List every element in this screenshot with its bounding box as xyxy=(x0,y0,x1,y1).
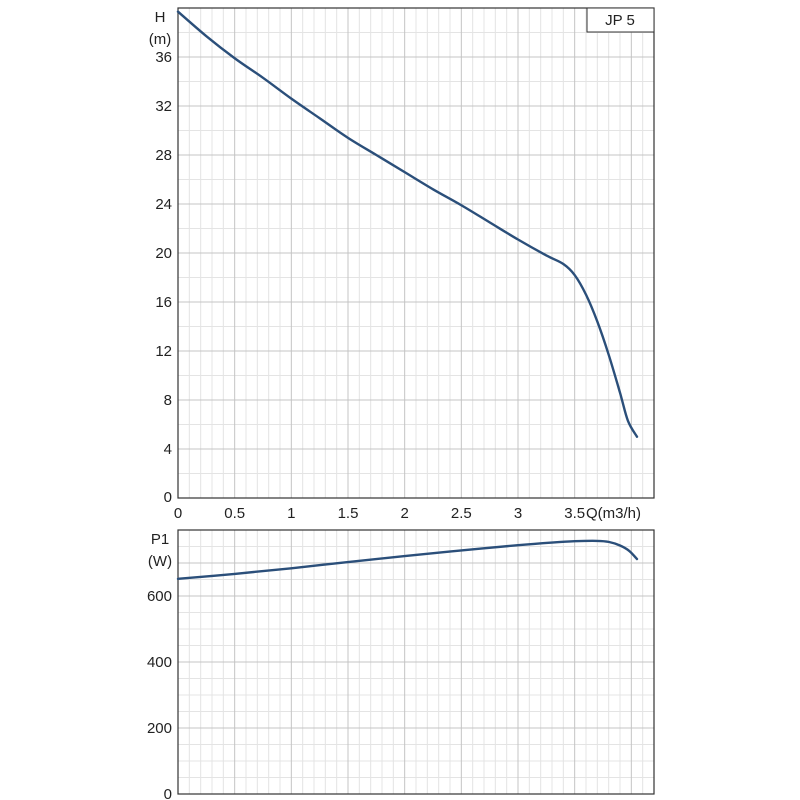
legend-box xyxy=(586,7,655,33)
y-tick-label: 16 xyxy=(155,294,172,311)
x-tick-label: 1 xyxy=(287,505,295,522)
y-tick-label: 200 xyxy=(147,720,172,737)
y-axis-unit: (m) xyxy=(149,31,172,48)
x-axis-label: Q(m3/h) xyxy=(586,505,641,522)
y-axis-unit: (W) xyxy=(148,553,172,570)
x-tick-label: 2.5 xyxy=(451,505,472,522)
y-tick-label: 8 xyxy=(164,392,172,409)
x-tick-label: 3.5 xyxy=(564,505,585,522)
power-curve-line xyxy=(176,539,639,581)
major-grid xyxy=(178,8,654,498)
y-axis-label: P1 xyxy=(151,531,169,548)
y-tick-label: 12 xyxy=(155,343,172,360)
y-tick-label: 36 xyxy=(155,49,172,66)
x-tick-label: 2 xyxy=(400,505,408,522)
y-tick-label: 0 xyxy=(164,489,172,506)
x-tick-label: 0 xyxy=(174,505,182,522)
y-axis-label: H xyxy=(155,9,166,26)
plot-frame xyxy=(177,529,655,795)
head-chart-panel: 0 4 8 12 16 20 24 28 32 36 H (m) 0 0.5 1 1.5 2 2.5 3 3.5 Q(m… xyxy=(149,7,655,522)
x-tick-label: 0.5 xyxy=(224,505,245,522)
y-tick-label: 32 xyxy=(155,98,172,115)
y-tick-label: 24 xyxy=(155,196,172,213)
plot-frame xyxy=(177,7,655,499)
y-tick-label: 28 xyxy=(155,147,172,164)
x-tick-label: 1.5 xyxy=(338,505,359,522)
y-tick-label: 600 xyxy=(147,588,172,605)
legend: JP 5 xyxy=(586,7,655,33)
power-chart-panel: 0 200 400 600 P1 (W) xyxy=(147,529,655,800)
y-tick-label: 20 xyxy=(155,245,172,262)
y-tick-label: 4 xyxy=(164,441,172,458)
legend-label: JP 5 xyxy=(605,12,635,29)
x-tick-label: 3 xyxy=(514,505,522,522)
y-tick-label: 0 xyxy=(164,786,172,800)
y-tick-label: 400 xyxy=(147,654,172,671)
head-curve-line xyxy=(176,10,639,438)
